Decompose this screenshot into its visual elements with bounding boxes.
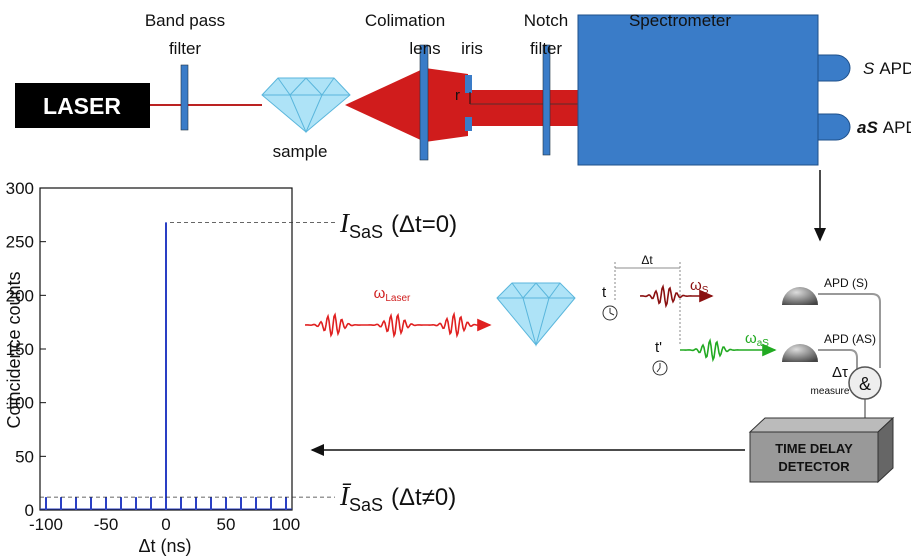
wave-packet bbox=[305, 314, 490, 335]
y-tick-label: 250 bbox=[6, 233, 34, 252]
radius-label: r bbox=[455, 87, 460, 104]
s-apd bbox=[818, 55, 850, 81]
omega-s: ωS bbox=[690, 277, 709, 296]
x-tick-label: 0 bbox=[161, 515, 170, 534]
colimation-lens bbox=[420, 45, 428, 160]
measure-label: measure bbox=[811, 386, 850, 397]
x-tick-label: -100 bbox=[29, 515, 63, 534]
delta-tau-label: Δτ bbox=[832, 364, 848, 381]
omega-laser: ωLaser bbox=[374, 285, 411, 304]
iris bbox=[465, 117, 472, 131]
figure: LASER Band pass filter sample r Colimati… bbox=[0, 0, 911, 557]
collimated-beam bbox=[468, 90, 578, 126]
notch-filter bbox=[543, 45, 550, 155]
background-annotation: ĪSaS(Δt≠0) bbox=[339, 481, 456, 515]
clock bbox=[653, 361, 667, 375]
notch-label: Notch bbox=[524, 11, 568, 30]
iris-label: iris bbox=[461, 39, 483, 58]
as-apd bbox=[818, 114, 850, 140]
x-tick-label: 50 bbox=[217, 515, 236, 534]
laser-label: LASER bbox=[43, 93, 121, 119]
spectrometer-label: Spectrometer bbox=[629, 11, 731, 30]
apd-s-label: APD (S) bbox=[824, 276, 868, 290]
apd-as-label: APD (AS) bbox=[824, 332, 876, 346]
colimation-label: Colimation bbox=[365, 11, 445, 30]
detector-label: DETECTOR bbox=[778, 459, 850, 474]
sample-label: sample bbox=[273, 142, 328, 161]
sample-diamond bbox=[262, 78, 350, 132]
and-label: & bbox=[859, 374, 871, 394]
y-axis-label: Coincidence counts bbox=[4, 271, 24, 428]
x-tick-label: -50 bbox=[94, 515, 119, 534]
x-axis-label: Δt (ns) bbox=[138, 536, 191, 556]
detector-label: TIME DELAY bbox=[775, 441, 853, 456]
apd-detector bbox=[782, 287, 818, 305]
y-tick-label: 300 bbox=[6, 179, 34, 198]
delta-t-label: Δt bbox=[641, 253, 653, 267]
clock bbox=[603, 306, 617, 320]
band-pass-label: filter bbox=[169, 39, 201, 58]
sample-diamond bbox=[497, 283, 575, 345]
apd-detector bbox=[782, 344, 818, 362]
t-label: t bbox=[602, 284, 607, 301]
wire bbox=[818, 294, 880, 368]
scattered-cone bbox=[345, 68, 425, 142]
notch-label: filter bbox=[530, 39, 562, 58]
band-pass-filter bbox=[181, 65, 188, 130]
beam bbox=[425, 68, 468, 142]
lens-label: lens bbox=[409, 39, 440, 58]
t-prime-label: t' bbox=[655, 339, 662, 356]
y-tick-label: 50 bbox=[15, 447, 34, 466]
spectrometer bbox=[578, 15, 818, 165]
omega-as: ωaS bbox=[745, 330, 769, 349]
x-tick-label: 100 bbox=[272, 515, 300, 534]
peak-annotation: ISaS(Δt=0) bbox=[339, 208, 457, 242]
band-pass-label: Band pass bbox=[145, 11, 225, 30]
iris bbox=[465, 75, 472, 93]
